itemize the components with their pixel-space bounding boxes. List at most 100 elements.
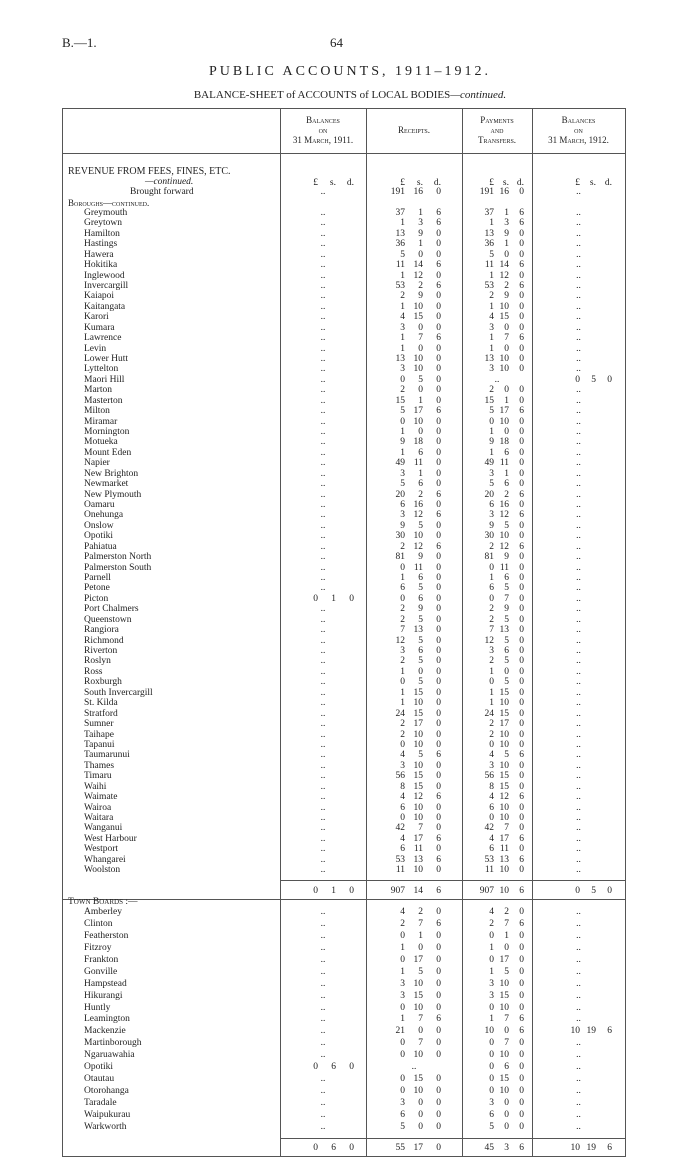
page-number: 64 bbox=[330, 35, 343, 50]
amount: 3 bbox=[489, 1098, 494, 1109]
amount: 6 bbox=[519, 281, 524, 291]
amount: 1 bbox=[489, 427, 494, 438]
row-name: Mackenzie bbox=[84, 1026, 126, 1037]
empty-mark: .. bbox=[576, 1121, 581, 1132]
empty-mark: .. bbox=[576, 364, 581, 375]
empty-mark: .. bbox=[576, 343, 581, 354]
amount: 10 bbox=[413, 1002, 424, 1013]
amount: 0 bbox=[436, 187, 441, 197]
amount: 0 bbox=[436, 698, 441, 709]
amount: 10 bbox=[413, 698, 424, 709]
empty-mark: .. bbox=[576, 301, 581, 312]
amount: 0 bbox=[436, 593, 441, 604]
empty-mark: .. bbox=[320, 468, 326, 479]
amount: 0 bbox=[349, 1062, 354, 1073]
amount: 6 bbox=[489, 1109, 494, 1120]
amount: 0 bbox=[349, 593, 354, 604]
amount: 0 bbox=[400, 374, 405, 385]
rule bbox=[280, 880, 625, 881]
amount: 5 bbox=[504, 520, 509, 531]
empty-mark: .. bbox=[320, 270, 326, 281]
amount: 5 bbox=[591, 886, 596, 896]
amount: 1 bbox=[489, 573, 494, 584]
empty-mark: .. bbox=[576, 719, 581, 730]
amount: 9 bbox=[489, 437, 494, 448]
row-name: St. Kilda bbox=[84, 698, 118, 709]
empty-mark: .. bbox=[576, 930, 581, 941]
empty-mark: .. bbox=[320, 990, 326, 1001]
amount: 1 bbox=[400, 966, 405, 977]
empty-mark: .. bbox=[320, 312, 326, 323]
amount: 6 bbox=[519, 1026, 524, 1037]
amount: 191 bbox=[390, 187, 405, 197]
empty-mark: .. bbox=[576, 625, 581, 636]
amount: 16 bbox=[499, 187, 510, 197]
empty-mark: .. bbox=[576, 614, 581, 625]
amount: 0 bbox=[436, 1086, 441, 1097]
row-name: Petone bbox=[84, 583, 110, 594]
amount: 0 bbox=[519, 322, 524, 333]
amount: 0 bbox=[489, 1038, 494, 1049]
amount: 2 bbox=[418, 907, 423, 917]
amount: 2 bbox=[489, 918, 494, 929]
amount: 3 bbox=[418, 218, 423, 229]
empty-mark: .. bbox=[320, 865, 326, 876]
amount: 0 bbox=[504, 343, 509, 354]
row-name: Kaitangata bbox=[84, 301, 126, 312]
amount: 4 bbox=[489, 792, 494, 803]
amount: 6 bbox=[436, 1014, 441, 1025]
empty-mark: .. bbox=[576, 593, 581, 604]
row-name: Hokitika bbox=[84, 260, 118, 271]
row-name: Timaru bbox=[84, 771, 112, 782]
amount: 191 bbox=[479, 187, 494, 197]
amount: 0 bbox=[349, 886, 354, 896]
amount: 0 bbox=[436, 239, 441, 250]
amount: 0 bbox=[519, 966, 524, 977]
amount: 0 bbox=[504, 427, 509, 438]
empty-mark: .. bbox=[576, 447, 581, 458]
amount: 6 bbox=[519, 792, 524, 803]
row-name: Clinton bbox=[84, 918, 113, 929]
amount: 12 bbox=[484, 635, 495, 646]
amount: 0 bbox=[489, 954, 494, 965]
row-name: Ross bbox=[84, 666, 103, 677]
amount: 12 bbox=[413, 541, 424, 552]
amount: 0 bbox=[400, 812, 405, 823]
row-name: Sumner bbox=[84, 719, 114, 730]
empty-mark: .. bbox=[320, 364, 326, 375]
amount: 2 bbox=[400, 385, 405, 396]
column-header: on bbox=[574, 125, 583, 135]
empty-mark: .. bbox=[320, 802, 326, 813]
amount: 0 bbox=[519, 239, 524, 250]
empty-mark: .. bbox=[576, 416, 581, 427]
amount: 0 bbox=[575, 886, 580, 896]
amount: 1 bbox=[489, 301, 494, 312]
empty-mark: .. bbox=[320, 416, 326, 427]
empty-mark: .. bbox=[576, 771, 581, 782]
empty-mark: .. bbox=[320, 635, 326, 646]
amount: 11 bbox=[413, 458, 423, 469]
amount: 0 bbox=[436, 625, 441, 636]
amount: 3 bbox=[489, 646, 494, 657]
amount: 0 bbox=[418, 322, 423, 333]
amount: 11 bbox=[499, 844, 509, 855]
amount: 2 bbox=[400, 719, 405, 730]
empty-mark: .. bbox=[320, 1026, 326, 1037]
empty-mark: .. bbox=[320, 541, 326, 552]
empty-mark: .. bbox=[320, 1109, 326, 1120]
amount: 3 bbox=[400, 468, 405, 479]
amount: 0 bbox=[436, 666, 441, 677]
amount: 5 bbox=[504, 583, 509, 594]
amount: 0 bbox=[519, 573, 524, 584]
amount: 9 bbox=[418, 604, 423, 615]
amount: 0 bbox=[519, 1038, 524, 1049]
amount: 6 bbox=[519, 1143, 524, 1153]
amount: 0 bbox=[519, 520, 524, 531]
amount: 0 bbox=[519, 760, 524, 771]
amount: 0 bbox=[519, 823, 524, 834]
amount: 1 bbox=[504, 468, 509, 479]
row-name: Port Chalmers bbox=[84, 604, 139, 615]
amount: 0 bbox=[418, 1109, 423, 1120]
empty-mark: .. bbox=[576, 1014, 581, 1025]
amount: 6 bbox=[519, 406, 524, 417]
